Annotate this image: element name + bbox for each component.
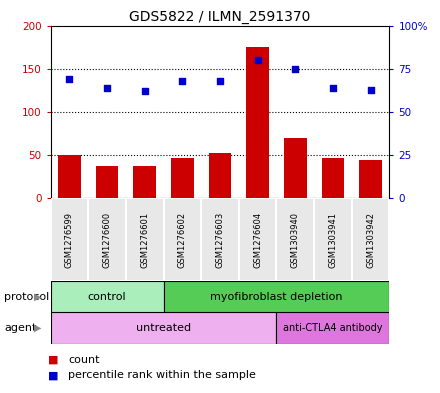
Text: GDS5822 / ILMN_2591370: GDS5822 / ILMN_2591370 [129,10,311,24]
Point [330,84,337,91]
Bar [314,198,352,281]
Point [292,66,299,72]
Bar [96,167,118,198]
Text: ■: ■ [48,370,58,380]
Text: myofibroblast depletion: myofibroblast depletion [210,292,343,302]
Point [141,88,148,94]
Bar [58,155,81,198]
Text: GSM1276600: GSM1276600 [103,212,112,268]
Text: GSM1276602: GSM1276602 [178,212,187,268]
Text: GSM1276601: GSM1276601 [140,212,149,268]
Bar [276,312,389,344]
Bar [246,47,269,198]
Bar [133,167,156,198]
Text: GSM1276604: GSM1276604 [253,212,262,268]
Text: ▶: ▶ [33,323,41,333]
Text: GSM1276599: GSM1276599 [65,212,74,268]
Text: percentile rank within the sample: percentile rank within the sample [68,370,256,380]
Text: GSM1276603: GSM1276603 [216,211,224,268]
Text: untreated: untreated [136,323,191,333]
Bar [88,198,126,281]
Text: GSM1303941: GSM1303941 [328,212,337,268]
Bar [276,198,314,281]
Bar [352,198,389,281]
Bar [164,281,389,312]
Bar [126,198,164,281]
Bar [322,158,344,198]
Text: protocol: protocol [4,292,50,302]
Point [367,86,374,93]
Point [103,84,110,91]
Point [66,76,73,82]
Bar [209,152,231,198]
Bar [171,158,194,198]
Point [216,78,224,84]
Text: GSM1303940: GSM1303940 [291,212,300,268]
Bar [51,312,276,344]
Point [179,78,186,84]
Text: agent: agent [4,323,37,333]
Text: anti-CTLA4 antibody: anti-CTLA4 antibody [283,323,383,333]
Bar [51,198,88,281]
Bar [201,198,239,281]
Text: ▶: ▶ [33,292,41,302]
Bar [51,281,164,312]
Point [254,57,261,63]
Bar [164,198,201,281]
Text: control: control [88,292,126,302]
Text: ■: ■ [48,354,58,365]
Text: GSM1303942: GSM1303942 [366,212,375,268]
Text: count: count [68,354,100,365]
Bar [359,160,382,198]
Bar [239,198,276,281]
Bar [284,138,307,198]
